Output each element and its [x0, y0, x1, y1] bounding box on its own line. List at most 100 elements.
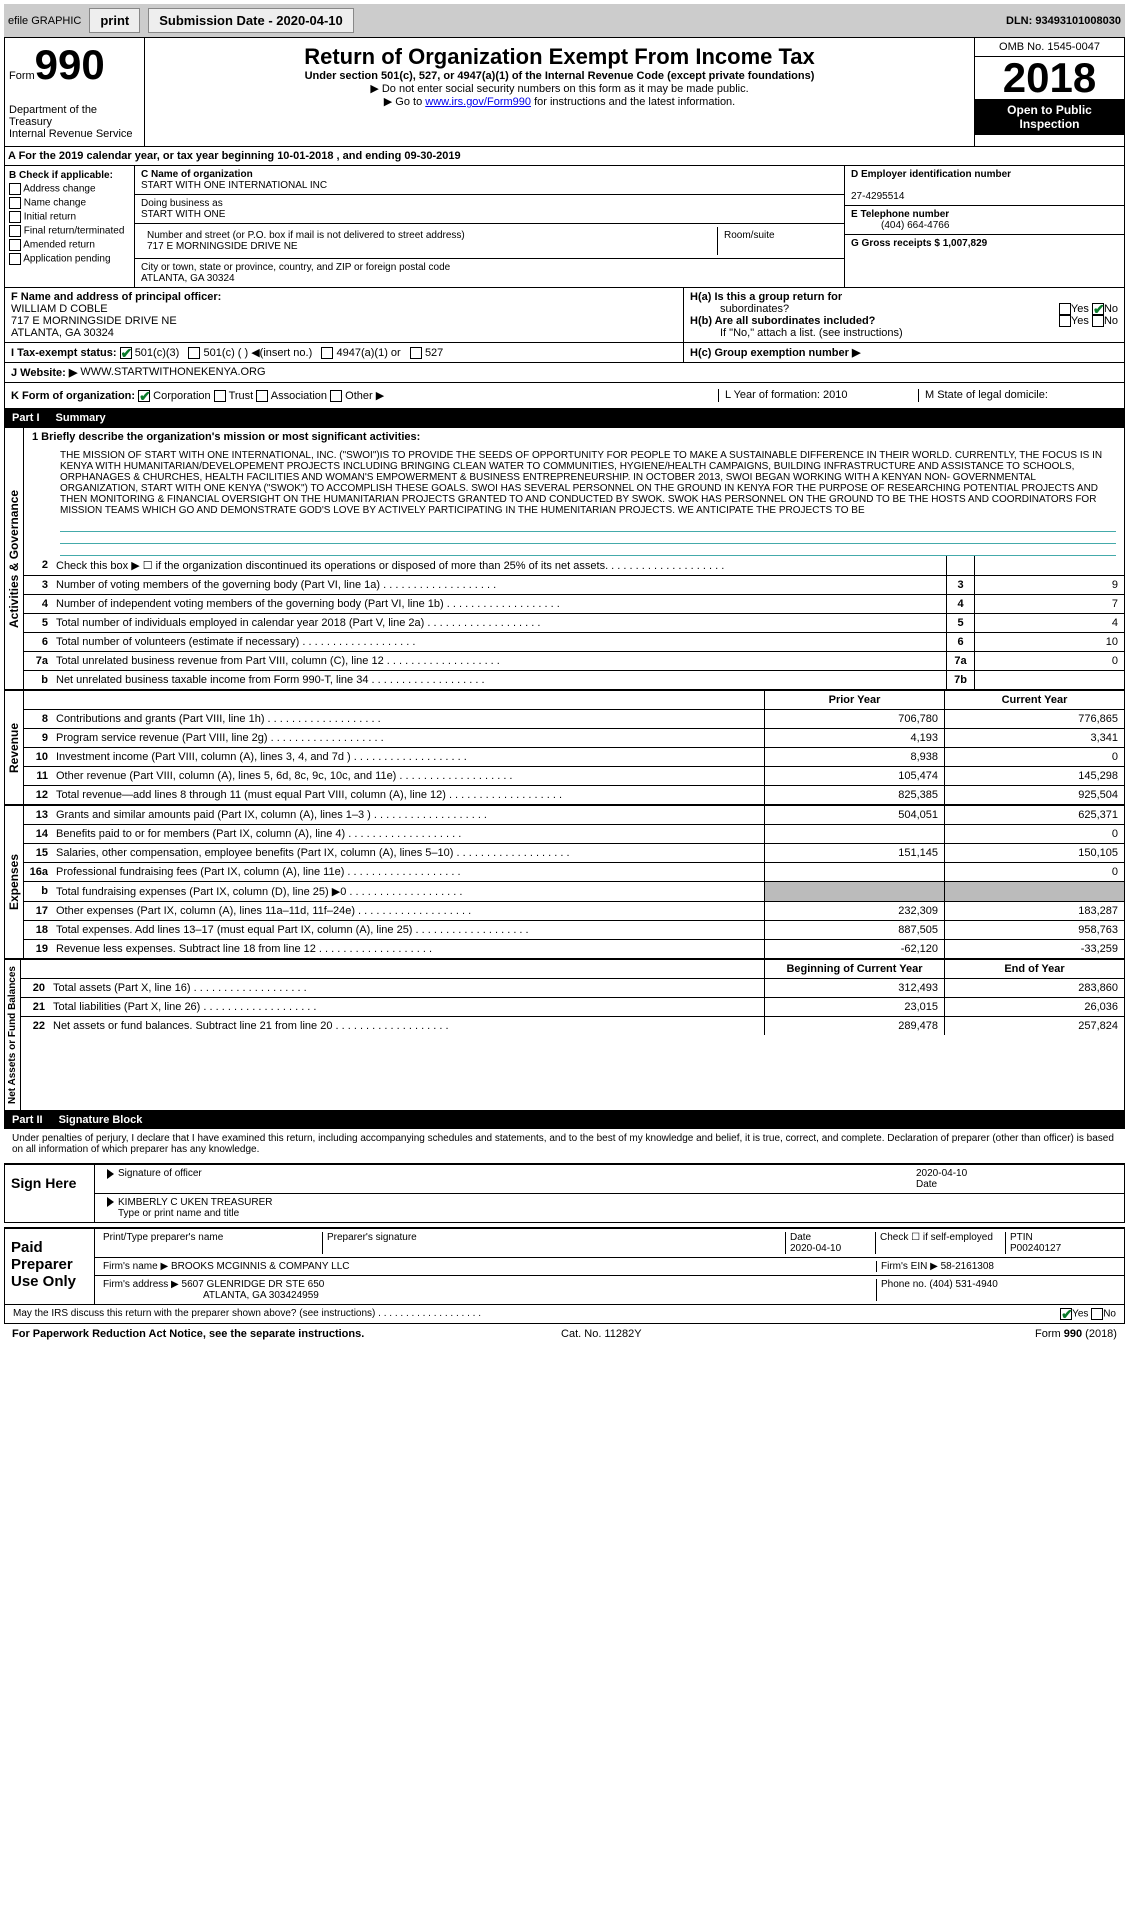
firm-name-row: Firm's name ▶ BROOKS MCGINNIS & COMPANY … — [95, 1258, 1124, 1276]
paid-prep-label: Paid Preparer Use Only — [5, 1229, 95, 1304]
chk-initial[interactable]: Initial return — [9, 211, 130, 223]
c-city: City or town, state or province, country… — [135, 259, 844, 287]
form-subtitle: Under section 501(c), 527, or 4947(a)(1)… — [151, 70, 968, 82]
part1-header: Part I Summary — [4, 409, 1125, 427]
section-bcde: B Check if applicable: Address change Na… — [4, 166, 1125, 288]
chk-address[interactable]: Address change — [9, 183, 130, 195]
col-c: C Name of organization START WITH ONE IN… — [135, 166, 844, 287]
table-row: 7aTotal unrelated business revenue from … — [24, 652, 1124, 671]
table-row: 20Total assets (Part X, line 16)312,4932… — [21, 979, 1124, 998]
form-title: Return of Organization Exempt From Incom… — [151, 44, 968, 70]
table-row: 3Number of voting members of the governi… — [24, 576, 1124, 595]
c-name: C Name of organization START WITH ONE IN… — [135, 166, 844, 195]
firm-addr-row: Firm's address ▶ 5607 GLENRIDGE DR STE 6… — [95, 1276, 1124, 1304]
line-k: K Form of organization: Corporation Trus… — [4, 383, 1125, 409]
chk-other[interactable] — [330, 390, 342, 402]
line-a: A For the 2019 calendar year, or tax yea… — [4, 147, 1125, 166]
i-status: I Tax-exempt status: 501(c)(3) 501(c) ( … — [5, 343, 684, 362]
chk-final[interactable]: Final return/terminated — [9, 225, 130, 237]
net-head: Beginning of Current Year End of Year — [21, 960, 1124, 979]
chk-pending[interactable]: Application pending — [9, 253, 130, 265]
line-fh: F Name and address of principal officer:… — [4, 288, 1125, 343]
table-row: 18Total expenses. Add lines 13–17 (must … — [24, 921, 1124, 940]
line-j: J Website: ▶ WWW.STARTWITHONEKENYA.ORG — [4, 363, 1125, 383]
line-i: I Tax-exempt status: 501(c)(3) 501(c) ( … — [4, 343, 1125, 363]
table-row: 11Other revenue (Part VIII, column (A), … — [24, 767, 1124, 786]
rev-head: Prior Year Current Year — [24, 691, 1124, 710]
table-row: 5Total number of individuals employed in… — [24, 614, 1124, 633]
chk-527[interactable] — [410, 347, 422, 359]
c-dba: Doing business as START WITH ONE — [135, 195, 844, 224]
header-right: OMB No. 1545-0047 2018 Open to Public In… — [974, 38, 1124, 146]
mission-text: THE MISSION OF START WITH ONE INTERNATIO… — [24, 446, 1124, 520]
e-phone: E Telephone number (404) 664-4766 — [845, 206, 1124, 235]
sign-here-label: Sign Here — [5, 1165, 95, 1222]
form-header: Form990 Department of the Treasury Inter… — [4, 37, 1125, 147]
table-row: 6Total number of volunteers (estimate if… — [24, 633, 1124, 652]
chk-name[interactable]: Name change — [9, 197, 130, 209]
discuss-row: May the IRS discuss this return with the… — [4, 1305, 1125, 1324]
summary-netassets: Net Assets or Fund Balances Beginning of… — [4, 959, 1125, 1111]
table-row: 2Check this box ▶ ☐ if the organization … — [24, 556, 1124, 576]
table-row: bNet unrelated business taxable income f… — [24, 671, 1124, 689]
hc-exemption: H(c) Group exemption number ▶ — [684, 343, 1124, 362]
chk-4947[interactable] — [321, 347, 333, 359]
table-row: 19Revenue less expenses. Subtract line 1… — [24, 940, 1124, 958]
website-value: WWW.STARTWITHONEKENYA.ORG — [80, 366, 265, 379]
print-button[interactable]: print — [89, 8, 140, 33]
blueline — [60, 520, 1116, 532]
table-row: 8Contributions and grants (Part VIII, li… — [24, 710, 1124, 729]
table-row: 21Total liabilities (Part X, line 26)23,… — [21, 998, 1124, 1017]
summary-activities: Activities & Governance 1 Briefly descri… — [4, 427, 1125, 690]
form-label: Form — [9, 70, 35, 82]
table-row: 10Investment income (Part VIII, column (… — [24, 748, 1124, 767]
tax-year: 2018 — [975, 57, 1124, 99]
efile-label: efile GRAPHIC — [8, 15, 81, 27]
table-row: 12Total revenue—add lines 8 through 11 (… — [24, 786, 1124, 804]
table-row: 22Net assets or fund balances. Subtract … — [21, 1017, 1124, 1035]
chk-assoc[interactable] — [256, 390, 268, 402]
chk-discuss-no[interactable] — [1091, 1308, 1103, 1320]
table-row: 15Salaries, other compensation, employee… — [24, 844, 1124, 863]
sidelabel-net: Net Assets or Fund Balances — [5, 960, 21, 1110]
dln-label: DLN: 93493101008030 — [1006, 15, 1121, 27]
summary-revenue: Revenue Prior Year Current Year 8Contrib… — [4, 690, 1125, 805]
c-street: Number and street (or P.O. box if mail i… — [135, 224, 844, 259]
form-note2: ▶ Go to www.irs.gov/Form990 for instruct… — [151, 95, 968, 108]
d-ein: D Employer identification number 27-4295… — [845, 166, 1124, 206]
table-row: 4Number of independent voting members of… — [24, 595, 1124, 614]
table-row: bTotal fundraising expenses (Part IX, co… — [24, 882, 1124, 902]
line-a-text: A For the 2019 calendar year, or tax yea… — [5, 147, 464, 165]
sidelabel-activities: Activities & Governance — [5, 428, 24, 689]
subdate-button[interactable]: Submission Date - 2020-04-10 — [148, 8, 354, 33]
chk-amended[interactable]: Amended return — [9, 239, 130, 251]
chk-501c3[interactable] — [120, 347, 132, 359]
header-left: Form990 Department of the Treasury Inter… — [5, 38, 145, 146]
chk-discuss-yes[interactable] — [1060, 1308, 1072, 1320]
prep-head-row: Print/Type preparer's name Preparer's si… — [95, 1229, 1124, 1258]
chk-trust[interactable] — [214, 390, 226, 402]
form-note1: ▶ Do not enter social security numbers o… — [151, 82, 968, 95]
sidelabel-expenses: Expenses — [5, 806, 24, 958]
preparer-block: Paid Preparer Use Only Print/Type prepar… — [4, 1227, 1125, 1305]
f-officer: F Name and address of principal officer:… — [5, 288, 684, 342]
col-b: B Check if applicable: Address change Na… — [5, 166, 135, 287]
sidelabel-revenue: Revenue — [5, 691, 24, 804]
table-row: 17Other expenses (Part IX, column (A), l… — [24, 902, 1124, 921]
summary-expenses: Expenses 13Grants and similar amounts pa… — [4, 805, 1125, 959]
blueline — [60, 532, 1116, 544]
table-row: 13Grants and similar amounts paid (Part … — [24, 806, 1124, 825]
h-group: H(a) Is this a group return for subordin… — [684, 288, 1124, 342]
irs-link[interactable]: www.irs.gov/Form990 — [425, 96, 531, 108]
dept-label: Department of the Treasury Internal Reve… — [9, 104, 140, 140]
blueline — [60, 544, 1116, 556]
b-label: B Check if applicable: — [9, 170, 130, 181]
chk-corp[interactable] — [138, 390, 150, 402]
chk-501c[interactable] — [188, 347, 200, 359]
table-row: 9Program service revenue (Part VIII, lin… — [24, 729, 1124, 748]
g-receipts: G Gross receipts $ 1,007,829 — [845, 235, 1124, 252]
topbar: efile GRAPHIC print Submission Date - 20… — [4, 4, 1125, 37]
room-suite: Room/suite — [718, 227, 838, 255]
footer: For Paperwork Reduction Act Notice, see … — [4, 1324, 1125, 1344]
table-row: 14Benefits paid to or for members (Part … — [24, 825, 1124, 844]
